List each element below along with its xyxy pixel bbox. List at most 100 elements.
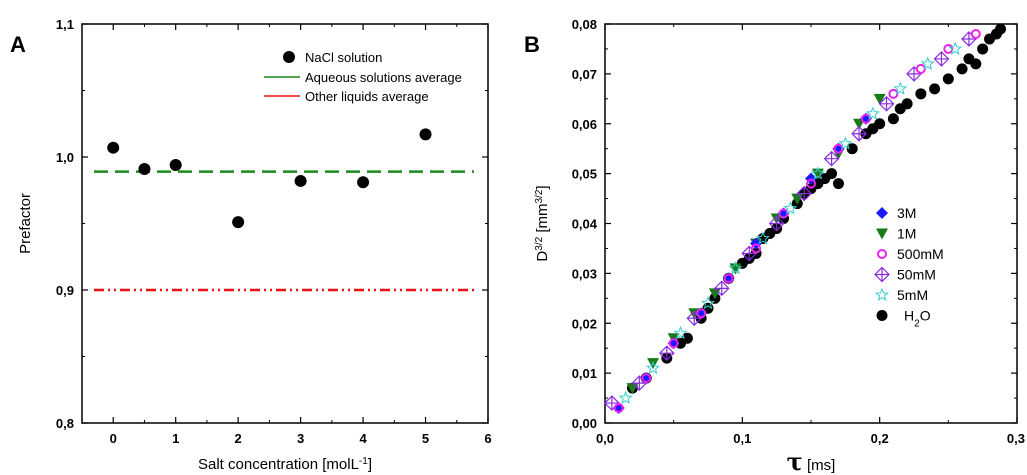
y-tick-label: 0,06 <box>572 117 597 132</box>
data-point <box>796 185 812 202</box>
data-point <box>846 143 858 155</box>
panel-a-plot: 0 1 2 3 4 5 6 0,8 0,9 1,0 1,1 NaCl solution Aqueous … <box>17 17 492 473</box>
y-axis-title-unit-superscript: 3/2 <box>534 189 545 203</box>
x-tick-label: 1 <box>172 431 179 446</box>
legend-marker-2 <box>877 249 887 259</box>
y-tick-label: 0,07 <box>572 67 597 82</box>
legend-label-0: 3M <box>897 205 916 221</box>
x-tick-label: 0,3 <box>1007 431 1025 446</box>
y-tick-label: 0,02 <box>572 316 597 331</box>
data-point <box>832 178 844 190</box>
y-tick-label: 1,1 <box>56 17 74 32</box>
legend-label-other: Other liquids average <box>305 89 429 104</box>
x-tick-label: 4 <box>359 431 367 446</box>
data-point <box>107 141 120 154</box>
legend-label-o: O <box>920 308 931 324</box>
panel-label-b: B <box>524 32 540 57</box>
data-point <box>887 113 899 125</box>
data-point <box>232 216 245 229</box>
data-point <box>956 63 968 75</box>
y-tick-label: 0,8 <box>56 416 74 431</box>
data-point <box>728 261 743 275</box>
data-point <box>806 178 816 189</box>
y-tick-label: 0,03 <box>572 266 597 281</box>
data-point <box>878 95 895 112</box>
y-axis-title: Prefactor <box>17 193 34 254</box>
x-axis-title-unit: [ms] <box>803 457 836 474</box>
y-axis-title: D3/2 [mm3/2] <box>534 185 552 261</box>
data-point <box>961 31 977 47</box>
data-point <box>901 98 913 110</box>
data-point <box>915 88 927 100</box>
data-point <box>613 403 624 414</box>
data-point <box>838 136 853 150</box>
y-tick-label: 0,9 <box>56 283 74 298</box>
data-point <box>948 41 963 55</box>
x-tick-label: 2 <box>235 431 242 446</box>
data-point <box>641 373 652 384</box>
x-tick-label: 0,1 <box>733 431 751 446</box>
x-tick-label: 3 <box>297 431 304 446</box>
data-point <box>169 158 182 171</box>
x-axis-title-end: ] <box>368 456 372 473</box>
data-point <box>768 215 785 232</box>
data-point <box>751 243 762 254</box>
data-point <box>970 58 982 70</box>
data-point <box>929 83 941 95</box>
x-tick-label: 5 <box>422 431 429 446</box>
y-axis-title-end: ] <box>534 185 551 189</box>
data-point <box>823 150 840 167</box>
data-point <box>851 125 867 142</box>
data-point <box>810 166 825 180</box>
legend-label-h: H <box>904 308 914 324</box>
data-point <box>920 56 935 70</box>
data-point <box>696 308 707 319</box>
data-point <box>700 295 716 310</box>
panel-label-a: A <box>10 32 26 57</box>
y-tick-label: 0,00 <box>572 416 597 431</box>
legend-label-4: 5mM <box>897 287 928 303</box>
data-point <box>873 93 886 105</box>
data-point <box>977 43 989 55</box>
data-point <box>755 231 770 245</box>
data-point <box>668 338 679 349</box>
data-point <box>942 73 954 85</box>
legend-marker-4 <box>874 287 890 301</box>
y-tick-label: 0,01 <box>572 366 597 381</box>
y-tick-label: 0,05 <box>572 167 597 182</box>
data-point <box>647 358 660 370</box>
legend-marker-3 <box>874 266 890 283</box>
data-point <box>783 201 798 215</box>
legend-label-2: 500mM <box>897 246 944 262</box>
data-point <box>729 263 742 275</box>
legend-label-aqueous: Aqueous solutions average <box>305 70 462 85</box>
x-tick-label: 0 <box>110 431 117 446</box>
data-point <box>826 168 838 180</box>
legend-marker-nacl <box>283 51 295 63</box>
legend-marker-0 <box>876 207 888 219</box>
y-tick-label: 1,0 <box>56 150 74 165</box>
data-point <box>138 162 151 175</box>
y-axis-title-unit: [mm <box>534 204 551 237</box>
legend-label-5: H2O <box>904 308 931 330</box>
data-point <box>723 273 734 284</box>
data-point <box>713 280 730 297</box>
data-point <box>673 325 688 340</box>
data-point <box>893 81 908 95</box>
data-point <box>419 128 432 141</box>
data-point <box>604 395 620 411</box>
x-axis-title: Salt concentration [molL-1] <box>198 456 372 474</box>
data-point <box>357 176 370 189</box>
data-point <box>865 106 880 120</box>
data-point <box>618 390 633 405</box>
legend-label-subscript: 2 <box>914 318 920 329</box>
data-point <box>658 345 675 362</box>
panel-b-plot: 0,0 0,1 0,2 0,3 0,00 0,01 0,02 0,03 0,04 0,05 0,06… <box>534 17 1026 475</box>
data-point <box>970 28 981 39</box>
data-point <box>874 118 886 130</box>
x-axis-title-superscript: -1 <box>359 456 368 467</box>
legend-marker-5 <box>876 310 888 321</box>
y-axis-title-base: D <box>534 251 551 262</box>
legend-label-nacl: NaCl solution <box>305 50 382 65</box>
